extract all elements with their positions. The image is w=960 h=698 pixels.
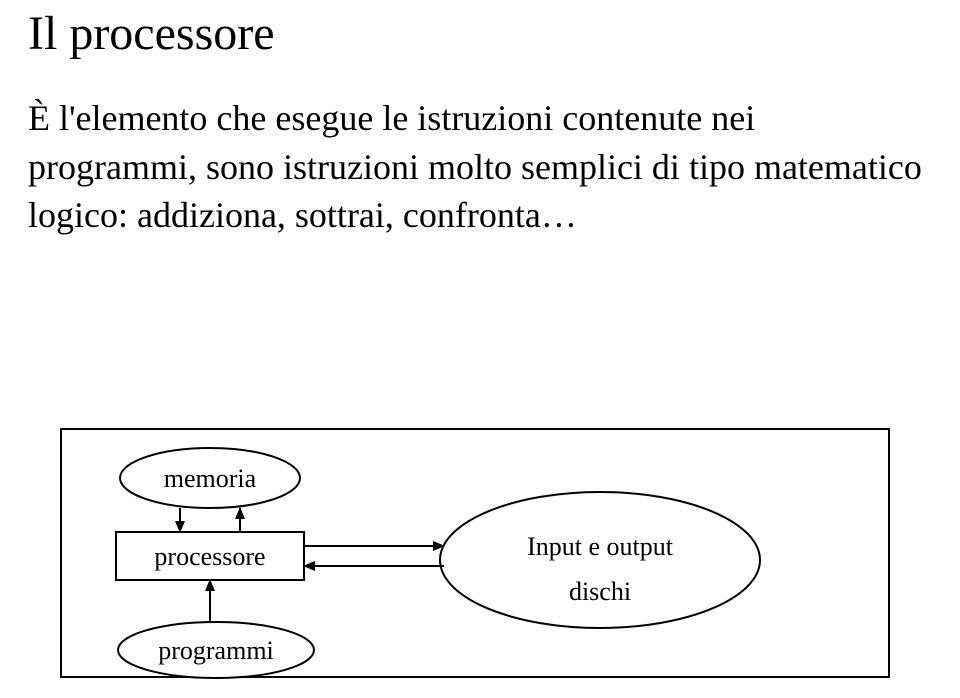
node-label-memoria: memoria — [164, 464, 257, 493]
node-label-io: Input e output — [527, 532, 674, 561]
node-label-programmi: programmi — [158, 636, 274, 665]
diagram-svg: memoria processore programmi Input e output… — [0, 0, 960, 698]
node-label-dischi: dischi — [569, 577, 631, 606]
slide-page: Il processore È l'elemento che esegue le… — [0, 0, 960, 698]
node-label-processore: processore — [154, 542, 265, 571]
